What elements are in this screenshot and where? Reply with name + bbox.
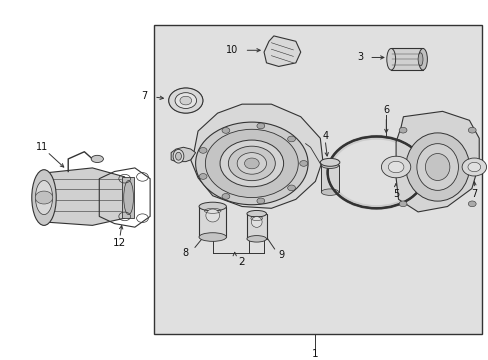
Polygon shape: [122, 177, 134, 218]
Text: 12: 12: [113, 238, 126, 248]
Circle shape: [398, 127, 406, 133]
Ellipse shape: [251, 217, 262, 228]
Circle shape: [168, 88, 203, 113]
Ellipse shape: [32, 170, 56, 225]
Circle shape: [398, 201, 406, 207]
Circle shape: [299, 161, 307, 166]
Ellipse shape: [205, 209, 219, 222]
Circle shape: [461, 158, 486, 176]
Circle shape: [195, 122, 307, 205]
Ellipse shape: [416, 144, 458, 190]
Circle shape: [35, 191, 53, 204]
Text: 4: 4: [322, 131, 327, 141]
Ellipse shape: [321, 162, 338, 168]
Text: 10: 10: [226, 45, 238, 55]
Ellipse shape: [35, 180, 52, 215]
Ellipse shape: [199, 202, 226, 211]
Bar: [199, 207, 226, 237]
Circle shape: [199, 174, 206, 179]
Text: 7: 7: [470, 189, 476, 199]
Ellipse shape: [246, 211, 266, 217]
Circle shape: [287, 136, 295, 142]
Circle shape: [222, 194, 229, 199]
Text: 11: 11: [36, 143, 48, 152]
Ellipse shape: [246, 235, 266, 242]
Ellipse shape: [123, 180, 133, 215]
Polygon shape: [264, 36, 300, 67]
Ellipse shape: [386, 49, 395, 70]
Text: 8: 8: [182, 248, 188, 258]
Polygon shape: [41, 168, 124, 225]
Bar: [390, 49, 422, 70]
Circle shape: [244, 158, 259, 169]
Circle shape: [222, 127, 229, 133]
Text: 7: 7: [141, 91, 147, 101]
Ellipse shape: [173, 149, 183, 163]
Text: 6: 6: [383, 104, 388, 114]
Text: 3: 3: [356, 53, 363, 63]
Circle shape: [256, 123, 264, 129]
Circle shape: [468, 127, 475, 133]
Polygon shape: [395, 111, 478, 212]
Ellipse shape: [417, 53, 422, 66]
Circle shape: [199, 148, 206, 153]
Circle shape: [237, 153, 266, 174]
Text: 1: 1: [311, 349, 318, 359]
Bar: [246, 214, 266, 239]
Circle shape: [228, 146, 275, 181]
Circle shape: [287, 185, 295, 191]
Circle shape: [256, 198, 264, 204]
Circle shape: [205, 129, 298, 198]
Circle shape: [387, 161, 403, 173]
Circle shape: [381, 156, 410, 178]
Ellipse shape: [91, 155, 103, 162]
Text: 2: 2: [238, 257, 245, 267]
Ellipse shape: [418, 49, 427, 70]
Ellipse shape: [320, 158, 339, 166]
Text: 9: 9: [278, 250, 285, 260]
Circle shape: [220, 140, 283, 187]
Bar: [321, 165, 338, 192]
Ellipse shape: [321, 189, 338, 195]
Polygon shape: [171, 147, 195, 162]
Polygon shape: [190, 104, 322, 208]
Circle shape: [468, 201, 475, 207]
Ellipse shape: [175, 152, 181, 160]
Ellipse shape: [425, 154, 449, 180]
Text: 5: 5: [392, 189, 398, 199]
Circle shape: [175, 93, 196, 108]
Ellipse shape: [199, 233, 226, 241]
Bar: [154, 25, 481, 334]
Circle shape: [467, 162, 480, 172]
Ellipse shape: [405, 133, 468, 201]
Circle shape: [180, 96, 191, 105]
